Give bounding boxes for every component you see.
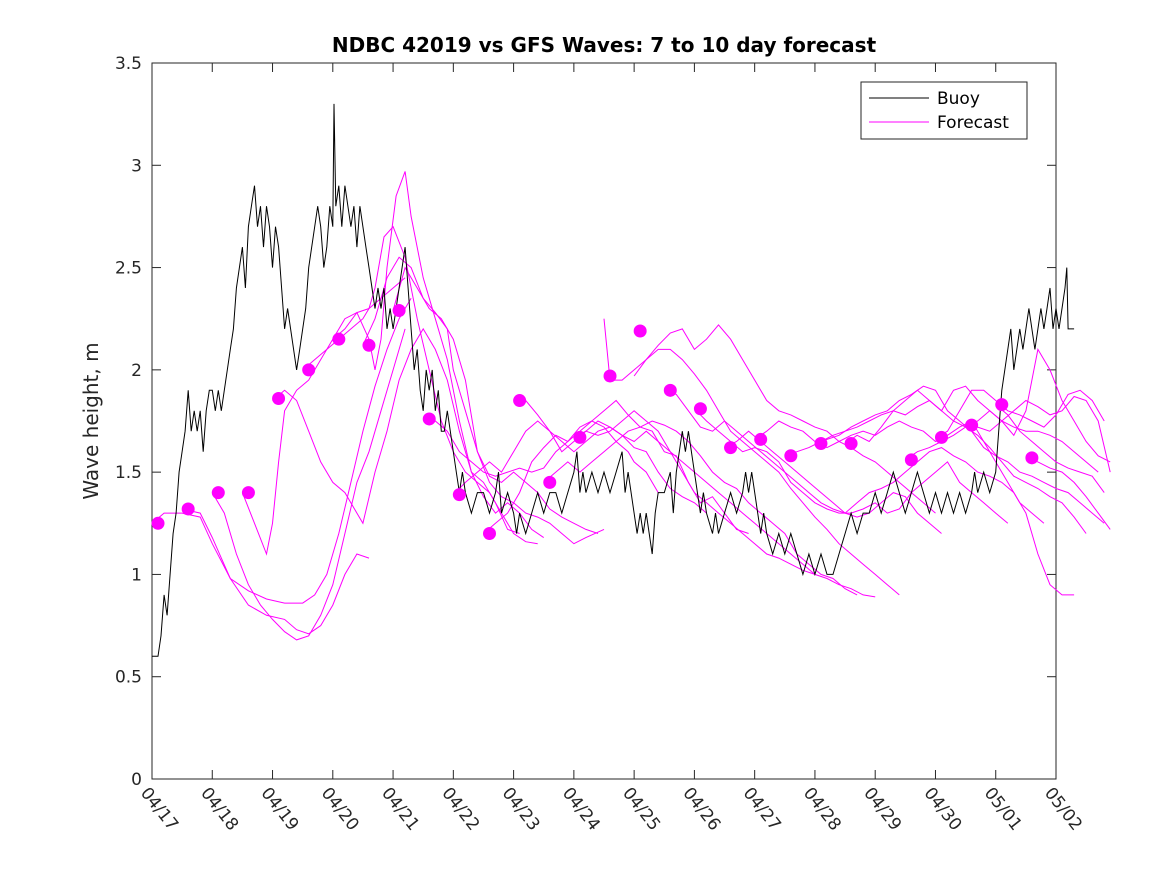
forecast-series-line-12 (513, 400, 816, 575)
forecast-marker (211, 486, 225, 500)
legend: Buoy Forecast (860, 81, 1028, 140)
forecast-marker (332, 332, 346, 346)
forecast-series-line-23 (844, 385, 1099, 473)
legend-forecast-label: Forecast (937, 113, 1009, 133)
y-axis-label: Wave height, m (79, 342, 103, 499)
buoy-series-line (152, 103, 1075, 657)
forecast-series-line-20 (754, 420, 1045, 524)
forecast-marker (904, 453, 918, 467)
forecast-marker (844, 437, 858, 451)
y-axis-ticks: 0 0.5 1 1.5 2 2.5 3 3.5 (115, 54, 1056, 790)
forecast-series-line-8 (392, 266, 599, 534)
forecast-marker (452, 488, 466, 502)
forecast-marker (663, 383, 677, 397)
forecast-marker (392, 304, 406, 318)
y-tick-label: 2 (131, 361, 142, 381)
forecast-series-line-4 (272, 327, 520, 534)
forecast-series-line-26 (965, 395, 1111, 473)
forecast-series-line-1 (181, 508, 370, 635)
forecast-marker (633, 324, 647, 338)
plot-area (151, 62, 1057, 780)
forecast-series-line-27 (995, 404, 1105, 493)
forecast-marker (965, 418, 979, 432)
y-tick-label: 3 (131, 156, 142, 176)
forecast-series-line-17 (664, 389, 942, 534)
forecast-series-line-2 (211, 328, 406, 641)
forecast-marker (362, 338, 376, 352)
chart-title: NDBC 42019 vs GFS Waves: 7 to 10 day for… (332, 33, 877, 57)
forecast-marker (724, 441, 738, 455)
forecast-series-group (151, 171, 1111, 641)
forecast-marker (784, 449, 798, 463)
forecast-marker (482, 527, 496, 541)
forecast-marker (754, 432, 768, 446)
forecast-series-line-14 (573, 420, 876, 598)
forecast-marker (241, 486, 255, 500)
y-tick-label: 0 (131, 770, 142, 790)
forecast-marker (513, 394, 527, 408)
forecast-series-line-5 (302, 225, 538, 545)
y-tick-label: 2.5 (115, 259, 142, 279)
forecast-marker (422, 412, 436, 426)
forecast-series-line-0 (151, 298, 412, 604)
forecast-marker (573, 430, 587, 444)
forecast-series-line-13 (543, 420, 858, 596)
forecast-marker (934, 430, 948, 444)
legend-buoy-label: Buoy (937, 89, 980, 109)
forecast-series-line-9 (423, 418, 659, 493)
forecast-series-line-28 (1025, 457, 1111, 530)
forecast-series-line-10 (452, 420, 707, 514)
forecast-marker (302, 363, 316, 377)
forecast-series-line-25 (935, 389, 1105, 438)
forecast-marker (151, 516, 165, 530)
forecast-marker (603, 369, 617, 383)
forecast-series-line-16 (633, 324, 936, 514)
y-tick-label: 3.5 (115, 54, 142, 74)
forecast-series-line-22 (814, 385, 1105, 524)
forecast-marker (272, 391, 286, 405)
buoy-series-group (152, 103, 1075, 657)
y-tick-label: 1 (131, 565, 142, 585)
forecast-marker (543, 475, 557, 489)
forecast-marker (814, 437, 828, 451)
forecast-markers-group (151, 304, 1039, 541)
y-tick-label: 0.5 (115, 668, 142, 688)
y-tick-label: 1.5 (115, 463, 142, 483)
forecast-marker (995, 398, 1009, 412)
legend-box (860, 81, 1028, 140)
forecast-marker (181, 502, 195, 516)
forecast-marker (1025, 451, 1039, 465)
forecast-marker (693, 402, 707, 416)
